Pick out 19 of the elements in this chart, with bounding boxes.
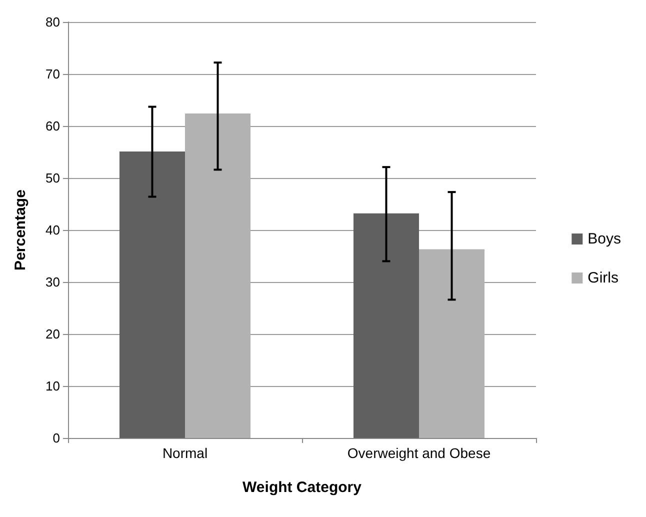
y-tick-label: 80 bbox=[46, 14, 60, 30]
y-axis-title: Percentage bbox=[12, 190, 29, 270]
x-tick-label: Overweight and Obese bbox=[347, 445, 491, 461]
y-tick-label: 50 bbox=[46, 170, 60, 186]
bar bbox=[353, 213, 419, 438]
y-tick-label: 70 bbox=[46, 66, 60, 82]
bar bbox=[185, 114, 251, 438]
y-tick-label: 0 bbox=[52, 430, 60, 446]
x-tick-label: Normal bbox=[162, 445, 208, 461]
x-axis-title: Weight Category bbox=[242, 479, 362, 496]
y-tick-label: 10 bbox=[46, 378, 60, 394]
bar bbox=[119, 151, 185, 438]
y-tick-label: 60 bbox=[46, 118, 60, 134]
y-tick-label: 30 bbox=[46, 274, 60, 290]
y-tick-label: 20 bbox=[46, 326, 60, 342]
y-tick-label: 40 bbox=[46, 222, 60, 238]
bar bbox=[419, 249, 485, 438]
legend-label: Boys bbox=[588, 230, 622, 248]
legend-label: Girls bbox=[588, 270, 618, 286]
